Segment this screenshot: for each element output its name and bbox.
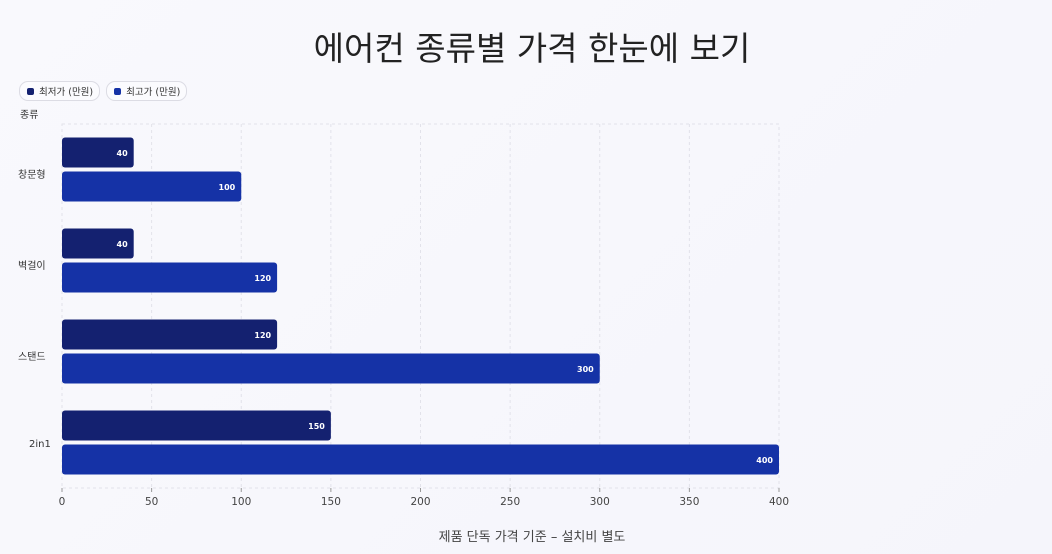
bar-value-label: 120: [254, 274, 271, 283]
legend-label-max-price: 최고가 (만원): [126, 87, 181, 98]
bar-min-2[interactable]: [62, 319, 278, 350]
y-axis-title: 종류: [20, 110, 39, 121]
bar-max-3[interactable]: [62, 444, 779, 475]
x-tick-label: 100: [231, 496, 251, 508]
category-label-2in1: 2in1: [29, 439, 51, 450]
legend: 최저가 (만원) 최고가 (만원): [19, 81, 188, 101]
bar-value-label: 150: [308, 422, 325, 431]
legend-swatch-max-price: [114, 87, 122, 95]
chart-footnote: 제품 단독 가격 기준 – 설치비 별도: [438, 530, 626, 545]
bar-value-label: 400: [756, 456, 773, 465]
x-tick-label: 0: [59, 496, 66, 508]
x-tick-label: 250: [500, 496, 520, 508]
x-tick-label: 400: [769, 496, 789, 508]
bar-min-3[interactable]: [62, 410, 331, 441]
plot-frame: [61, 123, 780, 489]
legend-swatch-min-price: [27, 87, 34, 95]
bar-value-label: 100: [219, 183, 236, 192]
x-tick-label: 150: [321, 496, 341, 508]
x-tick-label: 50: [145, 496, 158, 508]
legend-item-max-price[interactable]: 최고가 (만원): [106, 81, 188, 101]
x-tick-label: 350: [679, 496, 699, 508]
bar-min-1[interactable]: [62, 228, 134, 259]
legend-item-min-price[interactable]: 최저가 (만원): [19, 81, 101, 101]
bar-value-label: 300: [577, 365, 594, 374]
bar-max-1[interactable]: [62, 262, 278, 293]
bar-value-label: 40: [117, 149, 129, 158]
bar-min-0[interactable]: [62, 137, 134, 168]
bar-value-label: 40: [117, 240, 129, 249]
legend-label-min-price: 최저가 (만원): [39, 87, 94, 98]
bar-max-0[interactable]: [62, 171, 242, 202]
chart-title: 에어컨 종류별 가격 한눈에 보기: [313, 29, 751, 68]
category-label-wall: 벽걸이: [18, 261, 46, 272]
bar-value-label: 120: [254, 331, 271, 340]
x-tick-label: 300: [590, 496, 610, 508]
category-label-window: 창문형: [18, 170, 46, 181]
x-tick-label: 200: [410, 496, 430, 508]
bar-max-2[interactable]: [62, 353, 600, 384]
category-label-stand: 스탠드: [18, 352, 46, 363]
